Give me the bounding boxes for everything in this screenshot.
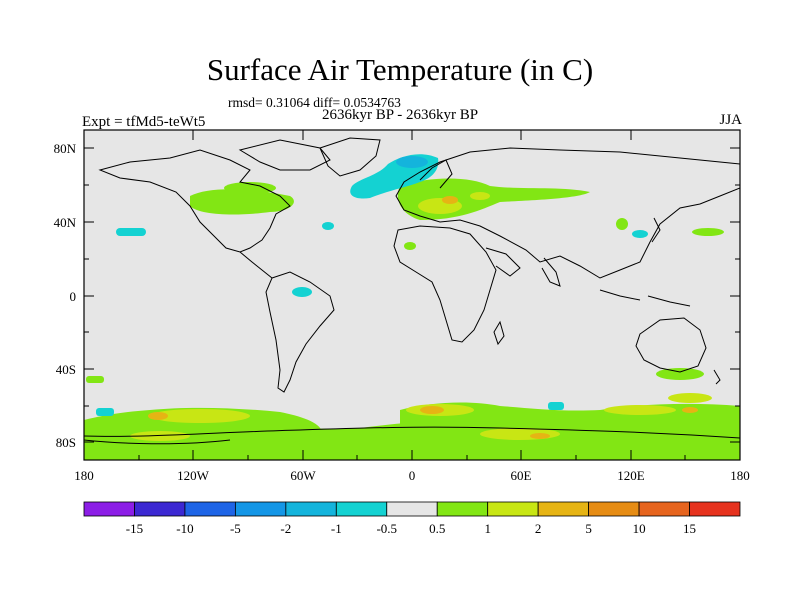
lat-label-80n: 80N bbox=[54, 141, 77, 156]
colorbar-label: 10 bbox=[633, 521, 646, 536]
lon-tick-marks bbox=[138, 130, 686, 460]
period-text: 2636kyr BP - 2636kyr BP bbox=[322, 107, 479, 123]
lon-label-60w: 60W bbox=[290, 468, 316, 483]
colorbar-swatch bbox=[689, 501, 741, 517]
colorbar-label: -10 bbox=[176, 521, 193, 536]
colorbar-swatch bbox=[537, 501, 590, 517]
lon-label-180w: 180 bbox=[74, 468, 94, 483]
colorbar-swatch bbox=[487, 501, 539, 517]
colorbar-swatch bbox=[184, 501, 236, 517]
colorbar-label: 1 bbox=[484, 521, 491, 536]
lat-label-40n: 40N bbox=[54, 215, 77, 230]
colorbar-label: 5 bbox=[585, 521, 592, 536]
colorbar-label: -5 bbox=[230, 521, 241, 536]
colorbar-swatch bbox=[83, 501, 135, 517]
lon-label-120e: 120E bbox=[617, 468, 645, 483]
colorbar-label: 2 bbox=[535, 521, 542, 536]
colorbar-label: -2 bbox=[280, 521, 291, 536]
lat-label-40s: 40S bbox=[56, 362, 76, 377]
lat-label-80s: 80S bbox=[56, 435, 76, 450]
lon-label-120w: 120W bbox=[177, 468, 210, 483]
colorbar-swatch bbox=[335, 501, 388, 517]
lat-tick-marks bbox=[84, 147, 740, 443]
colorbar-swatch bbox=[638, 501, 690, 517]
colorbar-swatch bbox=[588, 501, 640, 517]
colorbar-swatch bbox=[386, 501, 438, 517]
coastlines bbox=[84, 137, 740, 445]
colorbar: -15 -10 -5 -2 -1 -0.5 0.5 1 2 5 10 15 bbox=[83, 501, 741, 536]
colorbar-label: -0.5 bbox=[376, 521, 397, 536]
colorbar-label: -15 bbox=[126, 521, 143, 536]
plot-title: Surface Air Temperature (in C) bbox=[206, 52, 594, 87]
temperature-anomaly-field bbox=[84, 154, 740, 460]
lon-label-0: 0 bbox=[409, 468, 416, 483]
experiment-label: Expt = tfMd5-teWt5 bbox=[82, 114, 206, 130]
colorbar-swatch bbox=[285, 501, 337, 517]
colorbar-label: 0.5 bbox=[429, 521, 445, 536]
rmsd-diff-text: rmsd= 0.31064 diff= 0.0534763 bbox=[228, 95, 401, 110]
colorbar-swatch bbox=[134, 501, 186, 517]
season-label: JJA bbox=[719, 112, 742, 128]
colorbar-swatch bbox=[436, 501, 489, 517]
colorbar-label: -1 bbox=[331, 521, 342, 536]
lat-label-0: 0 bbox=[70, 289, 77, 304]
lon-label-180e: 180 bbox=[730, 468, 750, 483]
colorbar-label: 15 bbox=[683, 521, 696, 536]
lon-label-60e: 60E bbox=[511, 468, 532, 483]
colorbar-swatch bbox=[234, 501, 287, 517]
